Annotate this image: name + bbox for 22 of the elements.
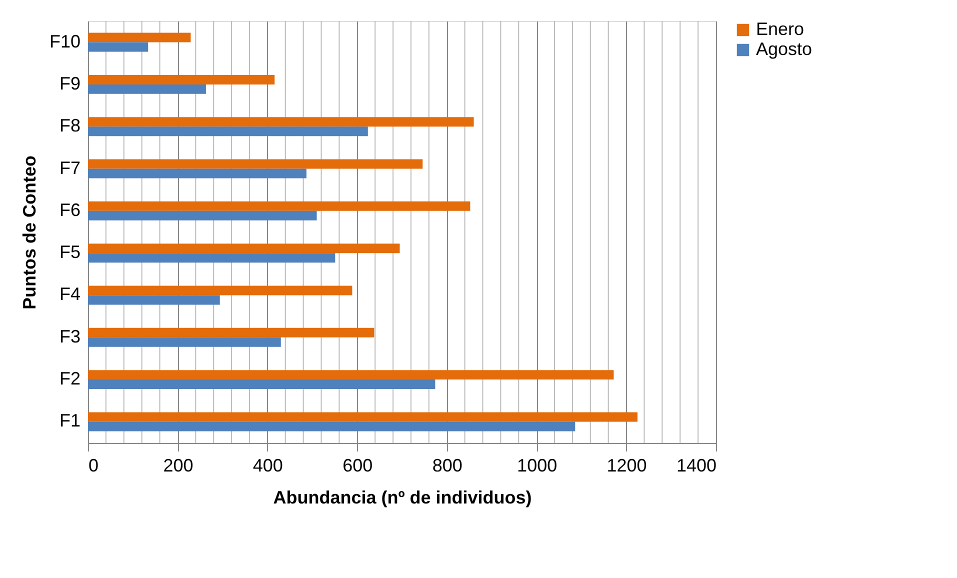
y-tick-label: F4 — [59, 284, 80, 304]
x-axis-title: Abundancia (nº de individuos) — [273, 488, 532, 508]
y-tick-label: F8 — [59, 116, 80, 136]
y-tick-label: F1 — [59, 410, 80, 431]
x-tick-label: 400 — [252, 456, 283, 476]
y-tick-label: F5 — [59, 242, 80, 262]
legend-label: Agosto — [756, 39, 812, 59]
y-tick-label: F9 — [59, 73, 80, 94]
y-axis-title: Puntos de Conteo — [19, 156, 40, 310]
x-tick-label: 1000 — [517, 456, 558, 476]
x-tick-label: 1400 — [676, 456, 716, 476]
x-tick-label: 200 — [163, 456, 194, 476]
x-tick-label: 1200 — [606, 456, 647, 476]
y-tick-label: F6 — [59, 200, 80, 220]
x-tick-label: 600 — [342, 456, 373, 476]
y-tick-label: F2 — [59, 368, 80, 389]
y-tick-label: F3 — [59, 326, 80, 346]
x-tick-label: 800 — [432, 456, 462, 476]
y-tick-label: F10 — [49, 31, 80, 52]
legend-label: Enero — [756, 19, 804, 39]
x-tick-label: 0 — [88, 456, 99, 476]
y-tick-label: F7 — [59, 158, 80, 178]
